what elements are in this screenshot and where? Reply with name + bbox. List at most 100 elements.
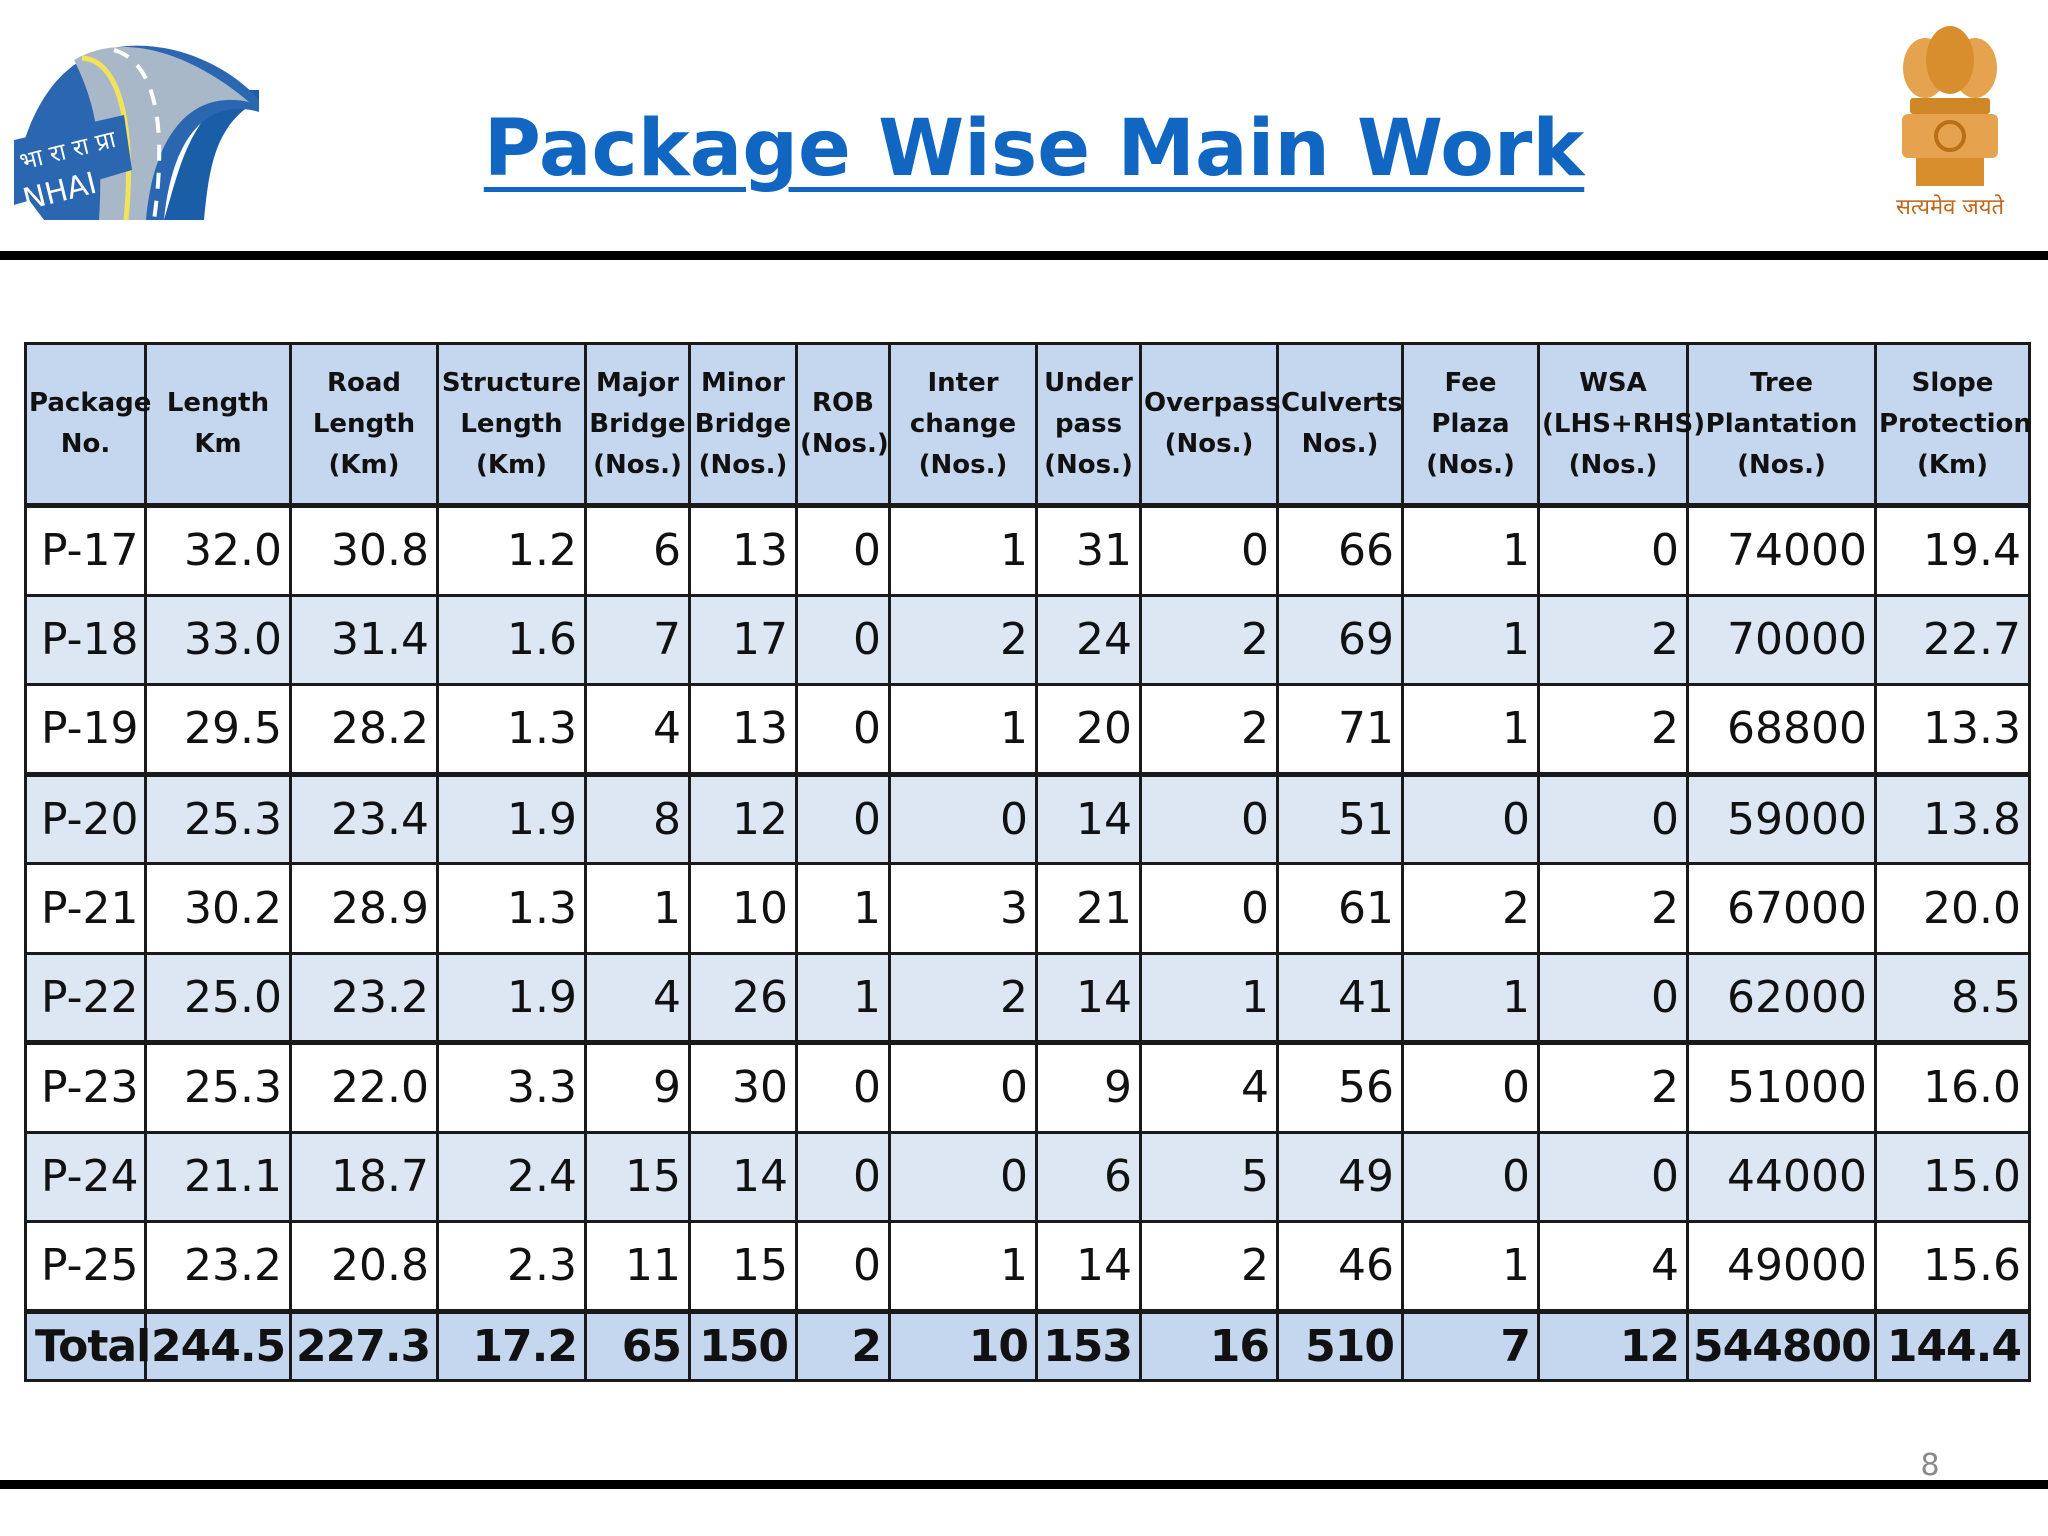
value-cell: 59000 bbox=[1686, 771, 1877, 865]
total-label: Total bbox=[24, 1308, 151, 1382]
column-header: Structure Length (Km) bbox=[436, 342, 587, 508]
value-cell: 0 bbox=[1401, 1040, 1540, 1134]
value-cell: 13.3 bbox=[1874, 683, 2031, 776]
value-cell: 1.3 bbox=[436, 683, 587, 776]
column-header: WSA (LHS+RHS) (Nos.) bbox=[1537, 342, 1705, 508]
value-cell: 14 bbox=[1035, 1220, 1142, 1313]
value-cell: 3.3 bbox=[436, 1040, 587, 1134]
column-header: ROB (Nos.) bbox=[795, 342, 891, 508]
package-cell: P-19 bbox=[24, 683, 147, 776]
value-cell: 31.4 bbox=[289, 593, 439, 686]
value-cell: 16.0 bbox=[1874, 1040, 2031, 1134]
column-header: Fee Plaza (Nos.) bbox=[1401, 342, 1540, 508]
value-cell: 33.0 bbox=[144, 593, 292, 686]
total-cell: 2 bbox=[795, 1308, 891, 1382]
value-cell: 1.9 bbox=[436, 771, 587, 865]
value-cell: 15.6 bbox=[1874, 1220, 2031, 1313]
total-cell: 65 bbox=[584, 1308, 691, 1382]
column-header: Minor Bridge (Nos.) bbox=[688, 342, 798, 508]
value-cell: 19.4 bbox=[1874, 504, 2031, 597]
table-row: P-22 25.0 23.2 1.9 4 26 1 2 14 1 41 1 0 62000 8.5 bbox=[24, 951, 2031, 1044]
nhai-logo: भा रा रा प्रा NHAI bbox=[14, 45, 259, 221]
value-cell: 0 bbox=[795, 1130, 891, 1223]
total-cell: 12 bbox=[1537, 1308, 1689, 1382]
table-header-row: Package No. Length Km Road Length (Km) Stru… bbox=[24, 342, 2032, 508]
value-cell: 2 bbox=[1401, 862, 1540, 955]
value-cell: 24 bbox=[1035, 593, 1142, 686]
value-cell: 15.0 bbox=[1874, 1130, 2031, 1223]
value-cell: 49 bbox=[1276, 1130, 1404, 1223]
table-row: P-25 23.2 20.8 2.3 11 15 0 1 14 2 46 1 4 49000 15.6 bbox=[24, 1220, 2031, 1313]
value-cell: 23.2 bbox=[144, 1220, 292, 1313]
value-cell: 4 bbox=[1537, 1220, 1689, 1313]
value-cell: 0 bbox=[795, 683, 891, 776]
value-cell: 15 bbox=[688, 1220, 798, 1313]
column-header: Tree Plantation (Nos.) bbox=[1686, 342, 1877, 508]
value-cell: 0 bbox=[1401, 1130, 1540, 1223]
value-cell: 67000 bbox=[1686, 862, 1877, 955]
value-cell: 2 bbox=[888, 593, 1038, 686]
value-cell: 21 bbox=[1035, 862, 1142, 955]
value-cell: 31 bbox=[1035, 504, 1142, 597]
value-cell: 2 bbox=[1537, 1040, 1689, 1134]
value-cell: 2 bbox=[1537, 683, 1689, 776]
value-cell: 0 bbox=[1139, 504, 1279, 597]
value-cell: 2 bbox=[1537, 862, 1689, 955]
value-cell: 1.6 bbox=[436, 593, 587, 686]
value-cell: 14 bbox=[688, 1130, 798, 1223]
value-cell: 62000 bbox=[1686, 951, 1877, 1044]
value-cell: 6 bbox=[1035, 1130, 1142, 1223]
package-cell: P-20 bbox=[24, 771, 147, 865]
value-cell: 5 bbox=[1139, 1130, 1279, 1223]
column-header: Overpass (Nos.) bbox=[1139, 342, 1281, 508]
column-header: Package No. bbox=[24, 342, 151, 508]
value-cell: 2 bbox=[1139, 593, 1279, 686]
column-header: Length Km bbox=[144, 342, 292, 508]
value-cell: 1 bbox=[888, 683, 1038, 776]
value-cell: 66 bbox=[1276, 504, 1404, 597]
value-cell: 1 bbox=[888, 504, 1038, 597]
total-cell: 10 bbox=[888, 1308, 1038, 1382]
value-cell: 9 bbox=[584, 1040, 691, 1134]
table-row: P-21 30.2 28.9 1.3 1 10 1 3 21 0 61 2 2 67000 20.0 bbox=[24, 862, 2031, 955]
total-cell: 544800 bbox=[1686, 1308, 1877, 1382]
value-cell: 11 bbox=[584, 1220, 691, 1313]
total-cell: 17.2 bbox=[436, 1308, 587, 1382]
value-cell: 18.7 bbox=[289, 1130, 439, 1223]
value-cell: 20.8 bbox=[289, 1220, 439, 1313]
value-cell: 1 bbox=[1401, 683, 1540, 776]
value-cell: 25.0 bbox=[144, 951, 292, 1044]
value-cell: 51000 bbox=[1686, 1040, 1877, 1134]
value-cell: 8 bbox=[584, 771, 691, 865]
total-row: Total 244.5 227.3 17.2 65 150 2 10 153 16 510 7 12 54… bbox=[24, 1308, 2031, 1382]
table-row: P-20 25.3 23.4 1.9 8 12 0 0 14 0 51 0 0 59000 13.8 bbox=[24, 771, 2031, 865]
column-header: Under pass (Nos.) bbox=[1035, 342, 1142, 508]
value-cell: 56 bbox=[1276, 1040, 1404, 1134]
value-cell: 28.9 bbox=[289, 862, 439, 955]
value-cell: 70000 bbox=[1686, 593, 1877, 686]
value-cell: 14 bbox=[1035, 951, 1142, 1044]
value-cell: 7 bbox=[584, 593, 691, 686]
total-cell: 7 bbox=[1401, 1308, 1540, 1382]
value-cell: 0 bbox=[1537, 951, 1689, 1044]
value-cell: 61 bbox=[1276, 862, 1404, 955]
package-cell: P-24 bbox=[24, 1130, 147, 1223]
table-row: P-19 29.5 28.2 1.3 4 13 0 1 20 2 71 1 2 68800 13.3 bbox=[24, 683, 2031, 776]
value-cell: 0 bbox=[795, 1040, 891, 1134]
value-cell: 0 bbox=[1139, 862, 1279, 955]
column-header: Road Length (Km) bbox=[289, 342, 439, 508]
value-cell: 1 bbox=[1401, 951, 1540, 1044]
package-cell: P-21 bbox=[24, 862, 147, 955]
value-cell: 8.5 bbox=[1874, 951, 2031, 1044]
page-title: Package Wise Main Work bbox=[483, 104, 1585, 194]
value-cell: 32.0 bbox=[144, 504, 292, 597]
value-cell: 1.2 bbox=[436, 504, 587, 597]
value-cell: 3 bbox=[888, 862, 1038, 955]
value-cell: 71 bbox=[1276, 683, 1404, 776]
value-cell: 2.3 bbox=[436, 1220, 587, 1313]
table-row: P-18 33.0 31.4 1.6 7 17 0 2 24 2 69 1 2 70000 22.7 bbox=[24, 593, 2031, 686]
value-cell: 1 bbox=[1401, 504, 1540, 597]
package-cell: P-17 bbox=[24, 504, 147, 597]
value-cell: 0 bbox=[795, 593, 891, 686]
value-cell: 13 bbox=[688, 504, 798, 597]
